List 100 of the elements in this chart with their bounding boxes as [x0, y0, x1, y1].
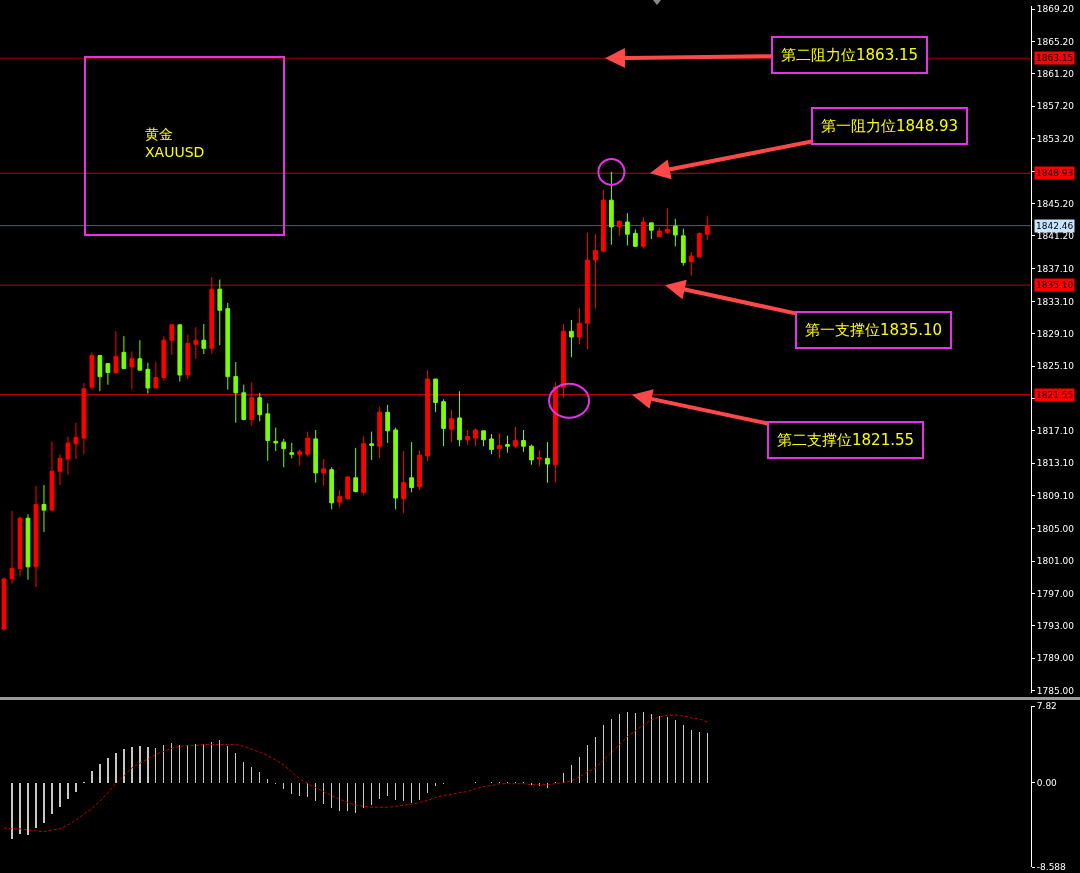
- annotation: 第一支撑位1835.10: [805, 321, 943, 339]
- ref-line-label: 1842.46: [1036, 221, 1074, 231]
- y-tick-label: 1793.00: [1036, 620, 1075, 631]
- candlestick: [385, 404, 390, 444]
- candlestick: [609, 171, 614, 246]
- y-tick-label: 1825.10: [1036, 361, 1075, 372]
- candlestick: [569, 319, 574, 358]
- candlestick: [656, 227, 662, 238]
- candlestick: [688, 251, 694, 276]
- candlestick: [297, 448, 303, 467]
- candlestick: [473, 427, 478, 447]
- candlestick: [409, 441, 414, 493]
- candlestick: [89, 351, 95, 391]
- candlestick: [241, 384, 247, 421]
- candlestick: [289, 442, 295, 459]
- line-series: [3, 714, 708, 833]
- candlestick: [97, 354, 103, 392]
- candlestick: [321, 458, 327, 487]
- annotation: 第二阻力位1863.15: [781, 46, 919, 64]
- candlestick: [441, 398, 446, 447]
- candlestick: [696, 232, 702, 258]
- candlestick: [521, 429, 526, 453]
- y-tick-label: 1869.20: [1036, 4, 1075, 15]
- candlestick: [680, 228, 686, 267]
- candlestick: [41, 484, 47, 533]
- y-tick-label: 1865.20: [1036, 36, 1075, 47]
- candlestick: [545, 441, 550, 484]
- candlestick: [585, 232, 590, 350]
- y-tick-label: 1861.20: [1036, 69, 1075, 80]
- candlestick: [185, 334, 191, 380]
- candlestick: [313, 429, 319, 484]
- candlestick: [161, 335, 167, 382]
- candlestick: [457, 390, 462, 447]
- y-tick-label: 1833.10: [1036, 296, 1075, 307]
- candlestick: [672, 218, 678, 247]
- ref-line-label: 1835.10: [1036, 280, 1074, 290]
- y-tick-label: 1797.00: [1036, 588, 1075, 599]
- candlestick: [465, 429, 470, 446]
- y-tick-label: -8.588: [1036, 862, 1067, 873]
- candlestick: [648, 222, 654, 240]
- candlestick: [329, 466, 335, 510]
- y-tick-label: 1841.20: [1036, 230, 1075, 241]
- candlestick: [393, 427, 398, 510]
- candlestick: [601, 189, 606, 253]
- candlestick: [633, 228, 638, 248]
- candlestick: [145, 362, 151, 395]
- candlestick: [225, 302, 231, 391]
- candlestick: [664, 207, 670, 235]
- candlestick: [353, 447, 359, 493]
- y-tick-label: 1845.20: [1036, 198, 1075, 209]
- candlestick: [257, 392, 263, 422]
- candlestick: [497, 432, 502, 459]
- candlestick: [377, 406, 383, 459]
- candlestick: [193, 326, 199, 360]
- candlestick: [617, 219, 622, 237]
- candlestick: [129, 351, 135, 391]
- candlestick: [1, 576, 7, 632]
- y-tick-label: 1857.20: [1036, 101, 1075, 112]
- candlestick: [481, 430, 486, 447]
- candlestick: [489, 433, 494, 455]
- ref-line-label: 1863.15: [1036, 53, 1074, 63]
- candlestick: [704, 215, 710, 241]
- y-tick-label: 1853.20: [1036, 133, 1075, 144]
- candlestick: [33, 485, 39, 588]
- y-tick-label: 1837.10: [1036, 264, 1075, 275]
- candlestick: [305, 431, 311, 457]
- y-tick-label: 1813.10: [1036, 458, 1075, 469]
- candlestick: [201, 323, 207, 355]
- annotation: 第一阻力位1848.93: [821, 117, 959, 135]
- candlestick: [513, 426, 518, 449]
- candlestick: [641, 216, 646, 249]
- candlestick: [337, 489, 343, 509]
- annotation: 第二支撑位1821.55: [777, 431, 915, 449]
- candlestick: [593, 233, 598, 310]
- candlestick: [57, 453, 63, 486]
- candlestick: [209, 276, 215, 355]
- candlestick: [65, 435, 71, 476]
- y-tick-label: 1817.10: [1036, 425, 1075, 436]
- candlestick: [121, 335, 127, 370]
- candlestick: [137, 339, 143, 371]
- candlestick: [273, 427, 279, 452]
- candlestick: [265, 402, 271, 462]
- candlestick: [417, 449, 422, 491]
- candlestick: [401, 450, 406, 514]
- y-tick-label: 0.00: [1036, 777, 1058, 788]
- y-tick-label: 1805.00: [1036, 523, 1075, 534]
- y-tick-label: 7.82: [1036, 701, 1057, 712]
- candlestick: [73, 422, 79, 460]
- candlestick: [529, 444, 534, 466]
- candlestick: [25, 513, 31, 581]
- candlestick: [9, 510, 15, 585]
- candlestick: [177, 324, 183, 382]
- candlestick: [113, 330, 119, 374]
- candlestick: [233, 361, 239, 424]
- y-tick-label: 1801.00: [1036, 556, 1075, 567]
- y-tick-label: 1829.10: [1036, 328, 1075, 339]
- candlestick: [217, 279, 223, 346]
- candlestick: [281, 438, 287, 468]
- candlestick: [537, 449, 542, 467]
- candlestick: [625, 212, 630, 247]
